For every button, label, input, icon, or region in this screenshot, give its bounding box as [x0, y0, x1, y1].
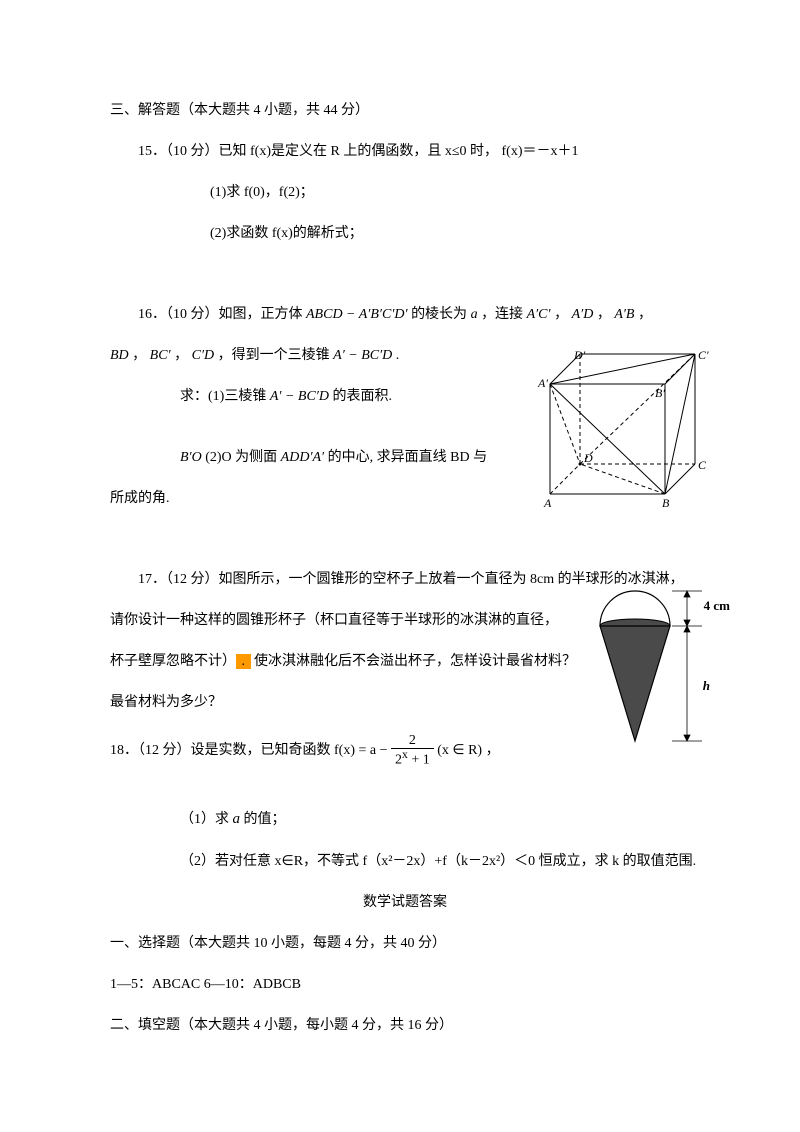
- cube-label-D2: D′: [573, 349, 586, 362]
- answers-title: 数学试题答案: [110, 892, 700, 913]
- q16-cd: C′D: [192, 348, 215, 363]
- q16-block: A B C D A′ B′ C′ D′ 16．（10 分）如图，正方体 ABCD…: [110, 304, 700, 509]
- q17-l3a: 杯子壁厚忽略不计）: [110, 654, 236, 669]
- q16-cube-figure: A B C D A′ B′ C′ D′: [530, 349, 720, 516]
- q16-cube-expr: ABCD − A′B′C′D′: [306, 307, 408, 322]
- q16-a-sym: a: [471, 307, 478, 322]
- q18-den: 2x + 1: [391, 749, 434, 768]
- q16-ac: A′C′: [527, 307, 551, 322]
- q17-cone-figure: 4 cm h: [590, 581, 710, 751]
- cube-label-A: A: [543, 496, 552, 509]
- q16-comma3: ，: [638, 307, 652, 322]
- q16-face: ADD′A′: [281, 450, 324, 465]
- cube-label-C2: C′: [698, 349, 709, 362]
- q17-block: 4 cm h 17．（12 分）如图所示，一个圆锥形的空杯子上放着一个直径为 8…: [110, 569, 700, 713]
- section-3-title: 三、解答题（本大题共 4 小题，共 44 分）: [110, 100, 700, 121]
- q16-stem-line1: 16．（10 分）如图，正方体 ABCD − A′B′C′D′ 的棱长为 a ，…: [110, 304, 700, 325]
- q18-part2: （2）若对任意 x∈R，不等式 f（x²－2x）+f（k－2x²）＜0 恒成立，…: [110, 851, 700, 872]
- cube-label-A2: A′: [537, 376, 548, 390]
- q16-tetra2: A′ − BC′D: [270, 389, 329, 404]
- q16-dot: .: [396, 348, 400, 363]
- q15-stem: 15．（10 分）已知 f(x)是定义在 R 上的偶函数，且 x≤0 时， f(…: [110, 141, 700, 162]
- q15-part1: (1)求 f(0)，f(2)；: [110, 182, 700, 203]
- q16-p1b: 的表面积.: [332, 389, 392, 404]
- q16-ab: A′B: [614, 307, 634, 322]
- q16-text-a: 16．（10 分）如图，正方体: [138, 307, 303, 322]
- cube-label-D: D: [583, 451, 593, 465]
- q17-dim-h: h: [703, 676, 710, 696]
- cube-svg: A B C D A′ B′ C′ D′: [530, 349, 720, 509]
- q16-comma4: ，: [132, 348, 146, 363]
- q18-p1sym: a: [233, 811, 241, 827]
- q18-f-lhs: f(x) = a −: [334, 743, 388, 758]
- q18-p1b: 的值；: [244, 812, 286, 827]
- q16-p2a: (2)O 为侧面: [205, 450, 277, 465]
- cube-label-B2: B′: [655, 386, 665, 400]
- q17-l3b: 使冰淇淋融化后不会溢出杯子，怎样设计最省材料？: [254, 654, 576, 669]
- q16-comma2: ，: [597, 307, 611, 322]
- cube-label-C: C: [698, 458, 707, 472]
- answers-a1: 1—5：ABCAC 6—10：ADBCB: [110, 974, 700, 995]
- q16-tail: ，得到一个三棱锥: [218, 348, 330, 363]
- q18-fraction: 2 2x + 1: [391, 733, 434, 768]
- q15-part2: (2)求函数 f(x)的解析式；: [110, 223, 700, 244]
- q16-comma5: ，: [174, 348, 188, 363]
- answers-s2: 二、填空题（本大题共 4 小题，每小题 4 分，共 16 分）: [110, 1015, 700, 1036]
- q16-p2b: 的中心, 求异面直线 BD 与: [328, 450, 487, 465]
- q16-text-c: ，连接: [481, 307, 523, 322]
- q18-part1: （1）求 a 的值；: [110, 808, 700, 831]
- cube-label-B: B: [662, 496, 670, 509]
- q18-num: 2: [391, 733, 434, 749]
- q16-tetra: A′ − BC′D: [333, 348, 392, 363]
- q16-text-b: 的棱长为: [411, 307, 467, 322]
- q16-bo: B′O: [180, 450, 202, 465]
- q16-ad: A′D: [572, 307, 594, 322]
- q16-bc: BC′: [150, 348, 171, 363]
- answers-s1: 一、选择题（本大题共 10 小题，每题 4 分，共 40 分）: [110, 933, 700, 954]
- q16-p1a: 求：(1)三棱锥: [180, 389, 266, 404]
- cone-svg: [590, 581, 710, 751]
- q18-comma: ，: [486, 743, 500, 758]
- q17-dim-4cm: 4 cm: [704, 596, 730, 616]
- q16-comma1: ，: [554, 307, 568, 322]
- q18-p1a: （1）求: [180, 812, 229, 827]
- q18-stem-a: 18．（12 分）设是实数，已知奇函数: [110, 743, 331, 758]
- q18-f-tail: (x ∈ R): [437, 743, 482, 758]
- q16-bd: BD: [110, 348, 129, 363]
